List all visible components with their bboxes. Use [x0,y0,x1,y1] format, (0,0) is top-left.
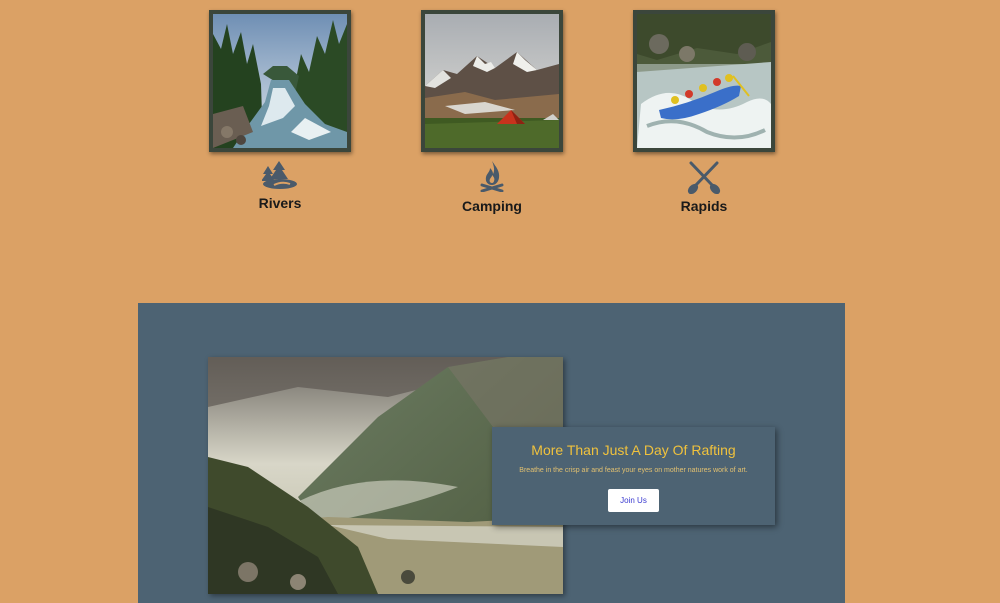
feature-label: Rapids [680,198,728,214]
feature-photo-frame [633,10,775,152]
feature-camping: Camping [421,10,563,220]
promo-subtitle: Breathe in the crisp air and feast your … [519,467,748,474]
forest-river-icon [262,161,297,189]
promo-title: More Than Just A Day Of Rafting [531,442,736,458]
promo-section: More Than Just A Day Of Rafting Breathe … [138,303,845,603]
crossed-paddles-icon [687,161,721,194]
feature-rapids: Rapids [633,10,775,220]
feature-photo-frame [421,10,563,152]
feature-photo-frame [209,10,351,152]
river-forest-photo [213,14,347,148]
campfire-icon [480,161,504,192]
feature-label: Camping [462,198,522,214]
rafting-rapids-photo [637,14,771,148]
feature-rivers: Rivers [209,10,351,215]
feature-label: Rivers [258,195,302,211]
promo-card: More Than Just A Day Of Rafting Breathe … [492,427,775,525]
join-us-button[interactable]: Join Us [608,489,659,512]
mountain-camp-photo [425,14,559,148]
